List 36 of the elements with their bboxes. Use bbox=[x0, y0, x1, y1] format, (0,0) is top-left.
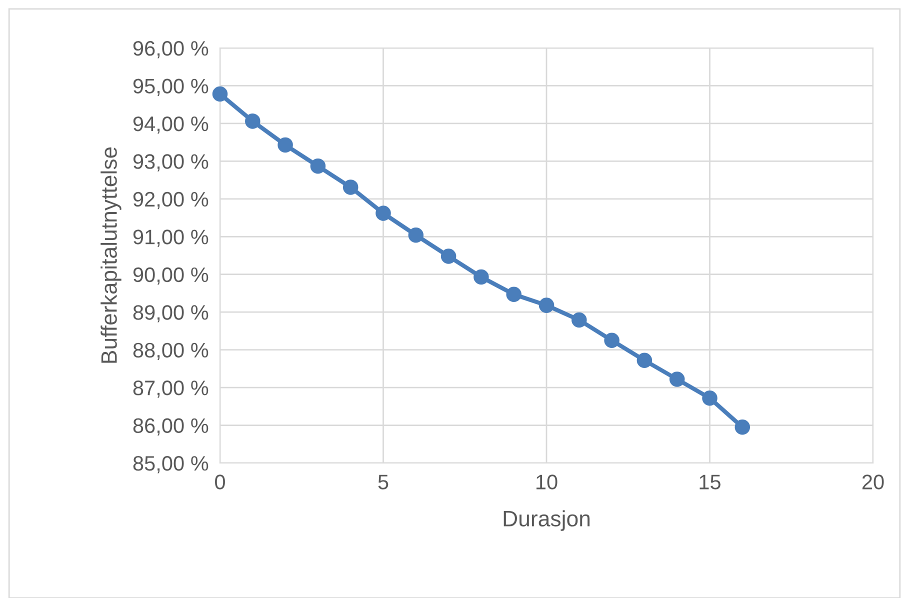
point bbox=[342, 180, 358, 195]
x-axis-title: Durasjon bbox=[504, 510, 590, 531]
y-axis-title: Bufferkapitalutnyttelse bbox=[100, 147, 122, 363]
y-tick-label: 89,00 % bbox=[133, 305, 208, 322]
point bbox=[604, 332, 620, 348]
x-tick-label: 5 bbox=[378, 474, 388, 490]
x-tick-label: 15 bbox=[700, 474, 720, 490]
y-tick-label: 96,00 % bbox=[133, 41, 208, 58]
point bbox=[376, 206, 391, 221]
y-tick-label: 85,00 % bbox=[133, 456, 208, 474]
point bbox=[572, 312, 587, 328]
point bbox=[669, 372, 685, 387]
point bbox=[440, 248, 456, 264]
point bbox=[474, 269, 489, 285]
y-tick-label: 92,00 % bbox=[133, 192, 208, 210]
y-tick-label: 94,00 % bbox=[133, 116, 208, 134]
point bbox=[278, 137, 293, 153]
y-tick-label: 90,00 % bbox=[133, 267, 208, 285]
point bbox=[734, 420, 750, 435]
point bbox=[245, 114, 260, 129]
x-tick-label: 20 bbox=[862, 474, 884, 490]
point bbox=[212, 86, 228, 102]
y-tick-label: 91,00 % bbox=[133, 230, 208, 247]
point bbox=[408, 227, 424, 243]
y-tick-label: 95,00 % bbox=[133, 78, 208, 96]
y-tick-label: 93,00 % bbox=[133, 154, 208, 172]
point bbox=[636, 352, 652, 368]
point bbox=[702, 390, 718, 406]
y-tick-label: 86,00 % bbox=[133, 418, 208, 436]
x-tick-label: 10 bbox=[536, 474, 558, 490]
point bbox=[310, 158, 326, 174]
y-tick-label: 88,00 % bbox=[133, 342, 208, 360]
y-tick-label: 87,00 % bbox=[133, 380, 208, 398]
point bbox=[538, 298, 554, 313]
point bbox=[506, 286, 522, 302]
x-tick-label: 0 bbox=[215, 474, 225, 490]
